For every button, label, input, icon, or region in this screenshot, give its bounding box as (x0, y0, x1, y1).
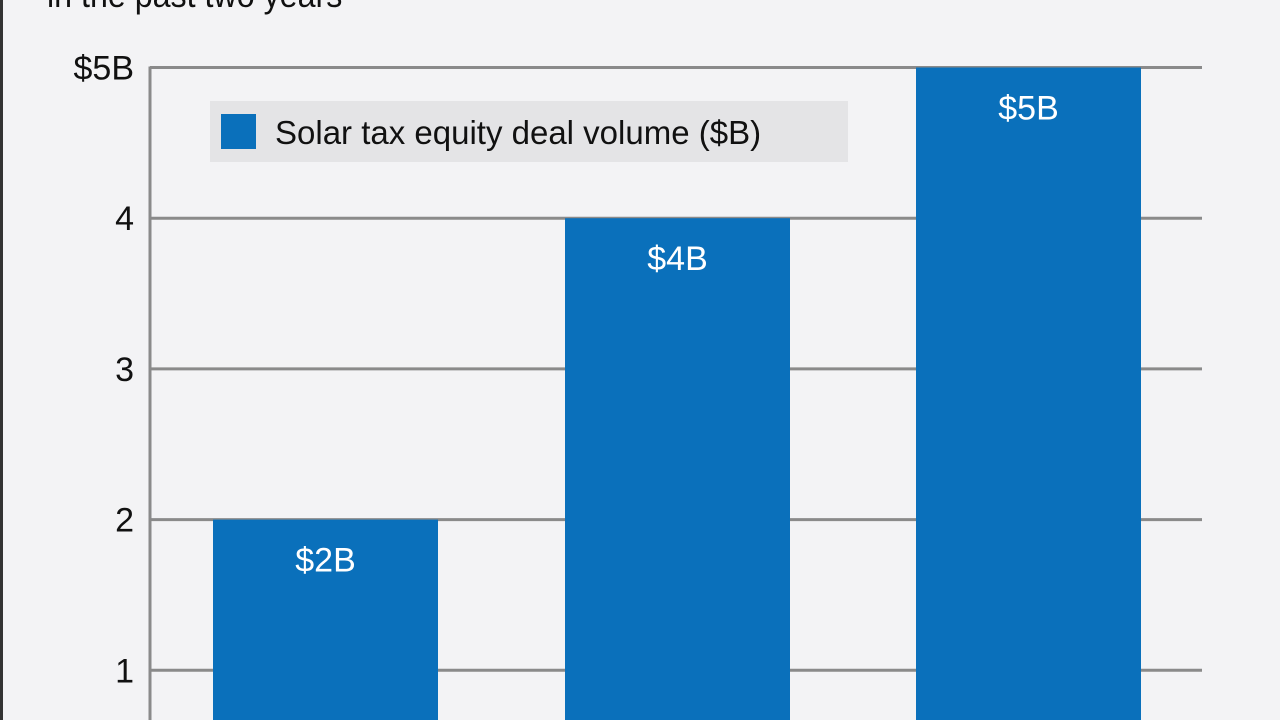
bar (916, 67, 1141, 720)
legend-label: Solar tax equity deal volume ($B) (275, 114, 761, 151)
bar (565, 218, 790, 720)
data-label: $2B (295, 542, 356, 580)
legend-swatch (221, 114, 256, 149)
y-tick-label: $5B (74, 50, 135, 88)
y-tick-label: 3 (115, 351, 134, 389)
bar (213, 519, 438, 720)
legend (210, 101, 848, 162)
y-tick-label: 2 (115, 502, 134, 540)
chart-subtitle: in the past two years (47, 0, 342, 16)
frame-edge (0, 0, 3, 720)
data-label: $5B (998, 90, 1059, 128)
data-label: $4B (647, 240, 708, 278)
y-tick-label: 1 (115, 652, 134, 690)
y-tick-label: 4 (115, 200, 134, 238)
